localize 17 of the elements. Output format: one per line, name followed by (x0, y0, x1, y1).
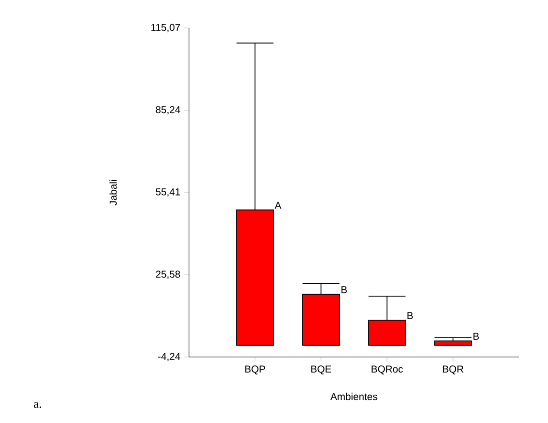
y-tick-label: 115,07 (151, 24, 180, 32)
text: a. (34, 402, 42, 408)
annotation: B (342, 286, 347, 294)
x-tick-label: BQE (311, 366, 332, 374)
y-tick-label: 85,24 (156, 106, 180, 114)
y-tick-label: 55,41 (156, 188, 180, 197)
x-tick-label: BQP (245, 366, 266, 374)
x-tick-label: BQR (442, 366, 464, 374)
annotation: B (473, 332, 479, 340)
y-tick-label: 25,58 (156, 270, 180, 279)
y-tick-label: -4,24 (158, 352, 180, 362)
x-tick-label: BQRoc (372, 366, 403, 374)
annotation: A (274, 202, 282, 209)
y-axis-title: Jabali (109, 180, 117, 206)
bar (434, 340, 472, 346)
annotation: B (407, 312, 413, 320)
x-axis-title: Ambientes (330, 392, 378, 400)
